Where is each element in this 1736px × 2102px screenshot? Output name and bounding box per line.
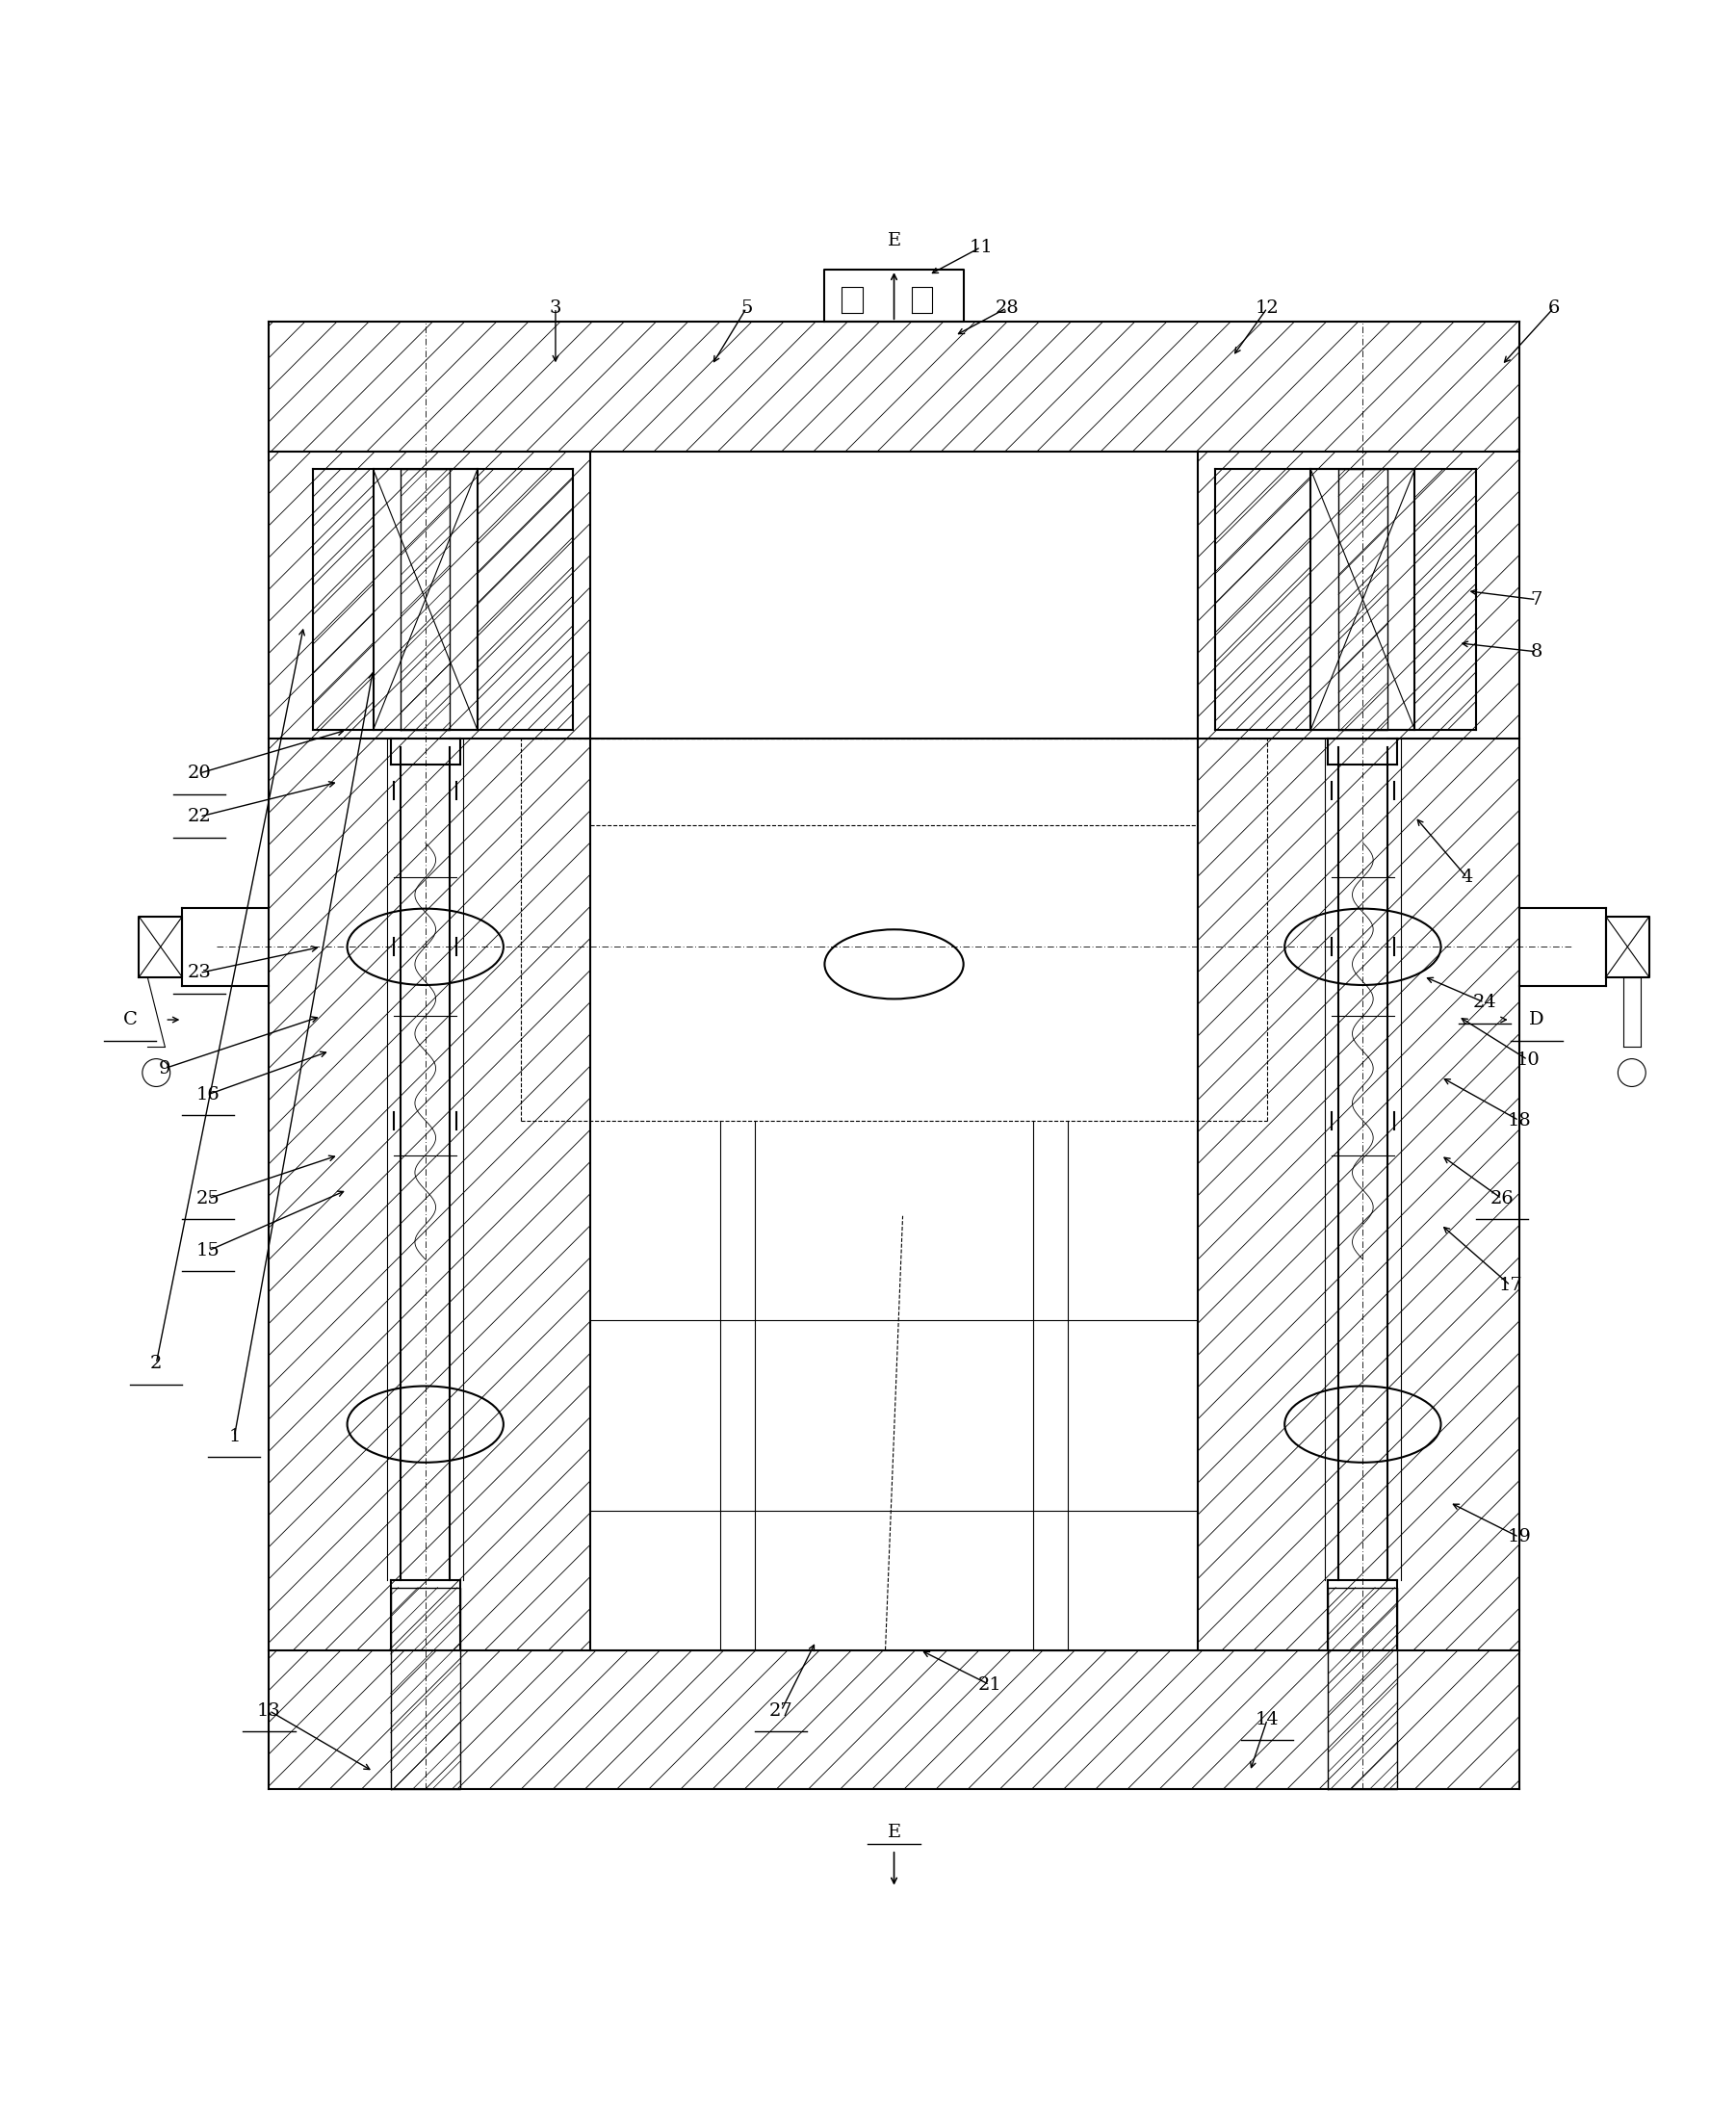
- Text: 28: 28: [995, 298, 1019, 317]
- Text: 13: 13: [257, 1703, 281, 1719]
- Text: 11: 11: [969, 238, 993, 256]
- Text: 17: 17: [1498, 1276, 1522, 1295]
- Text: 18: 18: [1507, 1112, 1531, 1129]
- Text: 9: 9: [160, 1059, 170, 1076]
- Text: C: C: [123, 1011, 137, 1028]
- Text: 19: 19: [1507, 1528, 1531, 1545]
- Text: 23: 23: [187, 965, 212, 982]
- Text: 15: 15: [196, 1242, 220, 1259]
- Text: 26: 26: [1489, 1190, 1514, 1207]
- Text: 16: 16: [196, 1087, 220, 1104]
- Text: 27: 27: [769, 1703, 793, 1719]
- Text: 24: 24: [1472, 994, 1496, 1011]
- Text: 21: 21: [977, 1675, 1002, 1694]
- Text: 25: 25: [196, 1190, 220, 1207]
- Text: 3: 3: [550, 298, 561, 317]
- Text: 6: 6: [1549, 298, 1559, 317]
- Text: 10: 10: [1516, 1051, 1540, 1068]
- Text: 22: 22: [187, 807, 212, 826]
- Text: 12: 12: [1255, 298, 1279, 317]
- Text: 4: 4: [1462, 868, 1472, 887]
- Text: E: E: [887, 231, 901, 248]
- Text: 2: 2: [151, 1356, 161, 1373]
- Text: 1: 1: [229, 1427, 240, 1444]
- Text: 5: 5: [741, 298, 752, 317]
- Text: 20: 20: [187, 765, 212, 782]
- Text: 14: 14: [1255, 1711, 1279, 1728]
- Text: 8: 8: [1531, 643, 1542, 660]
- Text: 7: 7: [1531, 591, 1542, 607]
- Text: D: D: [1529, 1011, 1543, 1028]
- Text: E: E: [887, 1825, 901, 1841]
